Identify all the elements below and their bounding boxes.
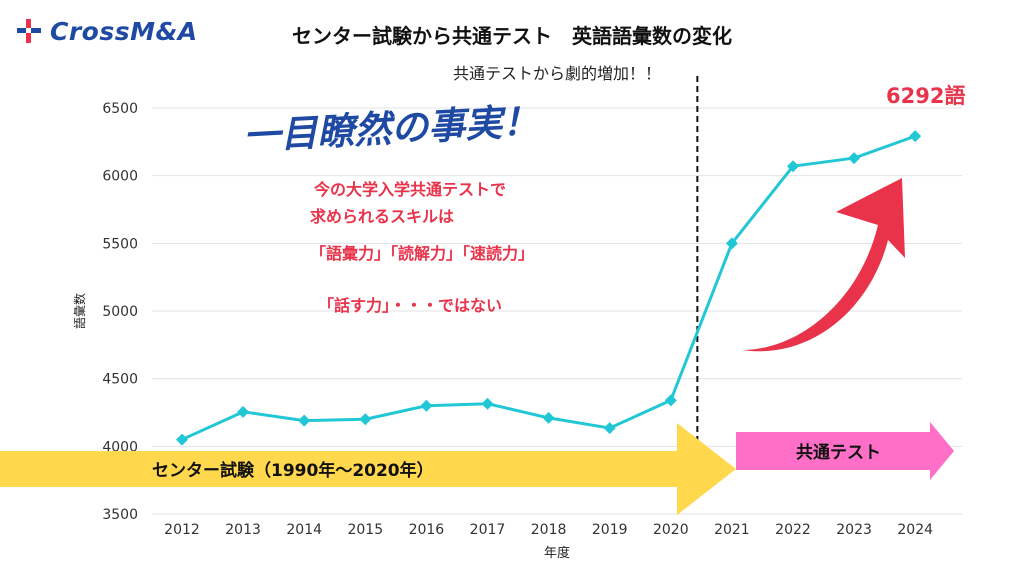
peak-value-label: 6292語 bbox=[886, 84, 965, 108]
x-axis-label: 年度 bbox=[544, 545, 570, 561]
data-point-2021 bbox=[725, 237, 738, 250]
data-point-2014 bbox=[298, 414, 311, 427]
note-line-1: 今の大学入学共通テストで bbox=[313, 180, 506, 199]
data-point-2023 bbox=[848, 152, 861, 165]
x-tick-label: 2016 bbox=[409, 522, 445, 538]
data-point-2015 bbox=[359, 413, 372, 426]
common-test-arrow bbox=[736, 422, 954, 480]
y-tick-label: 5000 bbox=[102, 304, 138, 320]
data-point-2019 bbox=[603, 422, 616, 435]
x-tick-label: 2017 bbox=[470, 522, 506, 538]
cross-logo-icon bbox=[17, 19, 41, 43]
x-tick-label: 2012 bbox=[164, 522, 200, 538]
note-line-2: 求められるスキルは bbox=[310, 207, 454, 226]
y-tick-label: 4500 bbox=[102, 372, 138, 388]
chart-title: 共通テストから劇的増加！！ bbox=[453, 64, 661, 83]
big-red-curved-arrow bbox=[742, 178, 905, 352]
data-point-2020 bbox=[664, 394, 677, 407]
y-axis-label: 語彙数 bbox=[72, 293, 87, 329]
x-tick-label: 2023 bbox=[836, 522, 872, 538]
x-tick-label: 2020 bbox=[653, 522, 689, 538]
data-point-2024 bbox=[909, 130, 922, 143]
data-point-2016 bbox=[420, 399, 433, 412]
center-exam-arrow-label: センター試験（1990年～2020年） bbox=[152, 460, 434, 481]
y-tick-label: 5500 bbox=[102, 236, 138, 252]
data-point-2017 bbox=[481, 397, 494, 410]
x-tick-label: 2013 bbox=[225, 522, 261, 538]
page-title: センター試験から共通テスト 英語語彙数の変化 bbox=[292, 24, 732, 48]
x-tick-label: 2015 bbox=[347, 522, 383, 538]
x-tick-label: 2014 bbox=[286, 522, 322, 538]
x-tick-label: 2024 bbox=[897, 522, 933, 538]
logo-text: CrossM&A bbox=[50, 16, 198, 46]
y-tick-label: 6000 bbox=[102, 169, 138, 185]
x-tick-label: 2022 bbox=[775, 522, 811, 538]
common-test-arrow-label: 共通テスト bbox=[796, 443, 881, 463]
logo: CrossM&A bbox=[14, 16, 198, 46]
x-tick-label: 2019 bbox=[592, 522, 628, 538]
data-point-2022 bbox=[787, 160, 799, 173]
y-tick-label: 6500 bbox=[102, 101, 138, 117]
x-tick-label: 2021 bbox=[714, 522, 750, 538]
x-tick-label: 2018 bbox=[531, 522, 567, 538]
series-line bbox=[181, 134, 916, 441]
data-point-2018 bbox=[542, 411, 555, 424]
data-point-2012 bbox=[176, 433, 188, 446]
center-exam-arrow bbox=[0, 423, 736, 515]
y-tick-label: 3500 bbox=[102, 507, 138, 523]
data-point-2013 bbox=[237, 405, 250, 418]
note-line-3: 「語彙力」「読解力」「速読力」 bbox=[310, 244, 534, 263]
note-line-5: 「話す力」・・・ではない bbox=[318, 296, 502, 315]
